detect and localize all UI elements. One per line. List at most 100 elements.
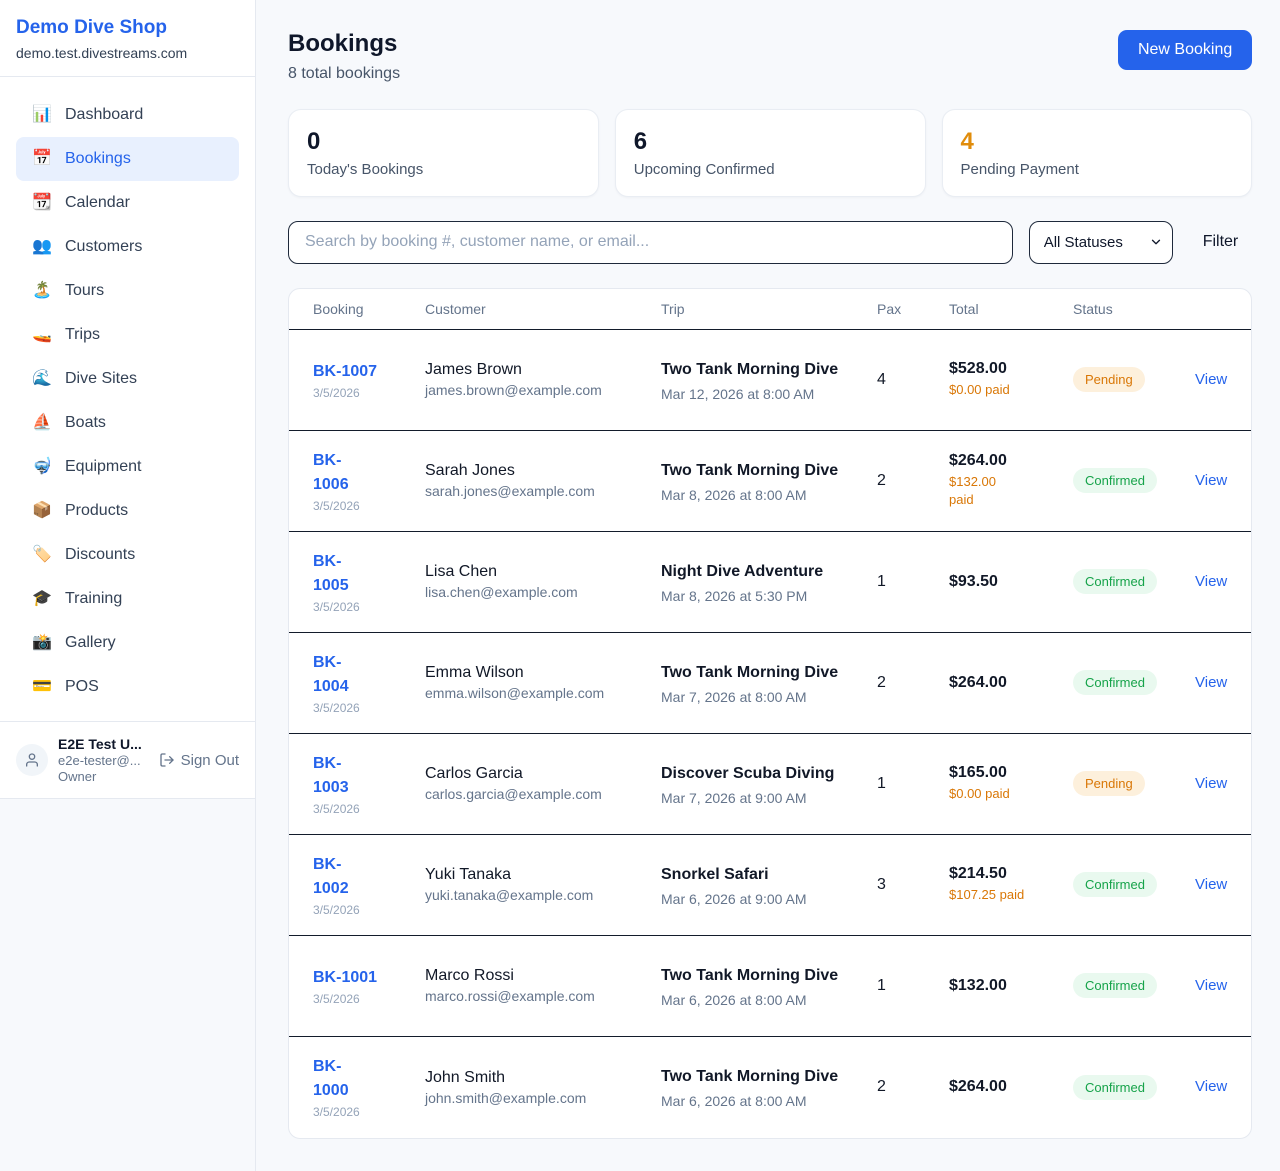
booking-id-link[interactable]: BK- 1006	[313, 451, 349, 493]
customer-name: Sarah Jones	[425, 462, 515, 480]
status-badge: Confirmed	[1073, 569, 1157, 595]
trip-datetime: Mar 7, 2026 at 8:00 AM	[661, 688, 807, 705]
page-header-titles: Bookings 8 total bookings	[288, 30, 400, 83]
view-cell: View	[1195, 1078, 1227, 1096]
booking-cell: BK- 1006 3/5/2026	[313, 449, 425, 513]
booking-date: 3/5/2026	[313, 498, 360, 513]
customer-email: carlos.garcia@example.com	[425, 786, 602, 803]
sidebar-item-dive-sites[interactable]: 🌊 Dive Sites	[16, 357, 239, 401]
trip-datetime: Mar 6, 2026 at 9:00 AM	[661, 890, 807, 907]
booking-cell: BK-1001 3/5/2026	[313, 966, 425, 1006]
view-cell: View	[1195, 573, 1227, 591]
trip-cell: Two Tank Morning Dive Mar 7, 2026 at 8:0…	[661, 661, 877, 705]
customer-name: Carlos Garcia	[425, 765, 523, 783]
trip-cell: Two Tank Morning Dive Mar 6, 2026 at 8:0…	[661, 1065, 877, 1109]
booking-cell: BK- 1004 3/5/2026	[313, 651, 425, 715]
total-amount: $264.00	[949, 451, 1007, 469]
filter-button[interactable]: Filter	[1189, 225, 1253, 259]
status-cell: Confirmed	[1073, 973, 1195, 999]
sidebar-item-dashboard[interactable]: 📊 Dashboard	[16, 93, 239, 137]
booking-id-link[interactable]: BK- 1004	[313, 653, 349, 695]
booking-cell: BK- 1005 3/5/2026	[313, 550, 425, 614]
total-amount: $214.50	[949, 865, 1007, 882]
view-link[interactable]: View	[1195, 471, 1228, 489]
sign-out-label: Sign Out	[180, 751, 239, 769]
customer-cell: Marco Rossi marco.rossi@example.com	[425, 967, 661, 1004]
sidebar-panel: Demo Dive Shop demo.test.divestreams.com…	[0, 0, 255, 799]
trip-name: Two Tank Morning Dive	[661, 360, 839, 378]
sidebar-item-products[interactable]: 📦 Products	[16, 489, 239, 533]
sign-out-button[interactable]: Sign Out	[159, 752, 239, 769]
view-link[interactable]: View	[1195, 1078, 1228, 1096]
booking-id-link[interactable]: BK- 1002	[313, 855, 349, 897]
booking-id-link[interactable]: BK- 1003	[313, 754, 349, 796]
table-row: BK- 1005 3/5/2026 Lisa Chen lisa.chen@ex…	[289, 532, 1252, 633]
customer-cell: Sarah Jones sarah.jones@example.com	[425, 462, 661, 499]
customer-cell: Lisa Chen lisa.chen@example.com	[425, 563, 661, 600]
user-email: e2e-tester@...	[58, 753, 141, 768]
sidebar-item-gallery[interactable]: 📸 Gallery	[16, 621, 239, 665]
user-meta: E2E Test U... e2e-tester@... Owner	[58, 736, 149, 784]
col-header-booking: Booking	[313, 300, 364, 317]
pax-cell: 1	[877, 774, 886, 792]
table-row: BK- 1002 3/5/2026 Yuki Tanaka yuki.tanak…	[289, 835, 1252, 936]
col-header-status: Status	[1073, 300, 1113, 317]
trip-name: Two Tank Morning Dive	[661, 663, 839, 681]
shop-name: Demo Dive Shop	[16, 17, 167, 38]
sidebar-item-training[interactable]: 🎓 Training	[16, 577, 239, 621]
customer-cell: Yuki Tanaka yuki.tanaka@example.com	[425, 866, 661, 903]
view-link[interactable]: View	[1195, 673, 1228, 691]
customer-cell: Emma Wilson emma.wilson@example.com	[425, 664, 661, 701]
stats-row: 0 Today's Bookings 6 Upcoming Confirmed …	[288, 109, 1253, 197]
sidebar-item-trips[interactable]: 🚤 Trips	[16, 313, 239, 357]
user-section: E2E Test U... e2e-tester@... Owner Sign …	[0, 721, 255, 798]
status-select-wrap: All Statuses	[1028, 220, 1173, 264]
products-icon: 📦	[32, 502, 52, 519]
shop-logo-block: Demo Dive Shop demo.test.divestreams.com	[0, 0, 255, 77]
booking-date: 3/5/2026	[313, 599, 360, 614]
booking-id-link[interactable]: BK-1007	[313, 362, 378, 380]
trip-datetime: Mar 12, 2026 at 8:00 AM	[661, 385, 815, 402]
trip-datetime: Mar 8, 2026 at 5:30 PM	[661, 587, 808, 604]
total-cell: $214.50 $107.25 paid	[949, 865, 1073, 904]
user-icon	[26, 753, 38, 767]
pax-cell: 4	[877, 370, 886, 388]
main-content: Bookings 8 total bookings New Booking 0 …	[256, 0, 1280, 1171]
customer-name: James Brown	[425, 361, 522, 379]
booking-id-link[interactable]: BK- 1005	[313, 552, 349, 594]
status-select[interactable]: All Statuses	[1028, 220, 1173, 264]
view-link[interactable]: View	[1195, 774, 1228, 792]
sidebar-item-boats[interactable]: ⛵ Boats	[16, 401, 239, 445]
sidebar-item-discounts[interactable]: 🏷️ Discounts	[16, 533, 239, 577]
sidebar-item-bookings[interactable]: 📅 Bookings	[16, 137, 239, 181]
total-amount: $132.00	[949, 976, 1007, 994]
view-cell: View	[1195, 977, 1227, 995]
sidebar-nav: 📊 Dashboard 📅 Bookings 📆 Calendar 👥 Cust…	[0, 77, 255, 721]
booking-id-link[interactable]: BK-1001	[313, 968, 378, 986]
tours-icon: 🏝️	[32, 282, 52, 299]
stat-label: Today's Bookings	[307, 160, 424, 178]
view-link[interactable]: View	[1195, 976, 1228, 994]
new-booking-button[interactable]: New Booking	[1117, 30, 1253, 70]
bookings-table: Booking Customer Trip Pax Total Status B…	[288, 287, 1253, 1139]
trip-cell: Two Tank Morning Dive Mar 12, 2026 at 8:…	[661, 358, 877, 402]
sidebar-item-equipment[interactable]: 🤿 Equipment	[16, 445, 239, 489]
page-header: Bookings 8 total bookings New Booking	[288, 30, 1253, 83]
booking-cell: BK- 1003 3/5/2026	[313, 752, 425, 816]
view-link[interactable]: View	[1195, 370, 1228, 388]
view-link[interactable]: View	[1195, 572, 1228, 590]
booking-id-link[interactable]: BK- 1000	[313, 1058, 349, 1100]
sidebar-item-calendar[interactable]: 📆 Calendar	[16, 181, 239, 225]
booking-date: 3/5/2026	[313, 700, 360, 715]
view-link[interactable]: View	[1195, 875, 1228, 893]
customer-email: sarah.jones@example.com	[425, 483, 595, 500]
sidebar-item-tours[interactable]: 🏝️ Tours	[16, 269, 239, 313]
trip-cell: Two Tank Morning Dive Mar 6, 2026 at 8:0…	[661, 964, 877, 1008]
trip-name: Two Tank Morning Dive	[661, 966, 839, 984]
search-input[interactable]	[288, 220, 1013, 264]
sidebar-item-pos[interactable]: 💳 POS	[16, 665, 239, 709]
stat-value: 6	[633, 128, 648, 155]
status-cell: Confirmed	[1073, 569, 1195, 595]
sidebar-item-label: Tours	[65, 282, 105, 299]
sidebar-item-customers[interactable]: 👥 Customers	[16, 225, 239, 269]
